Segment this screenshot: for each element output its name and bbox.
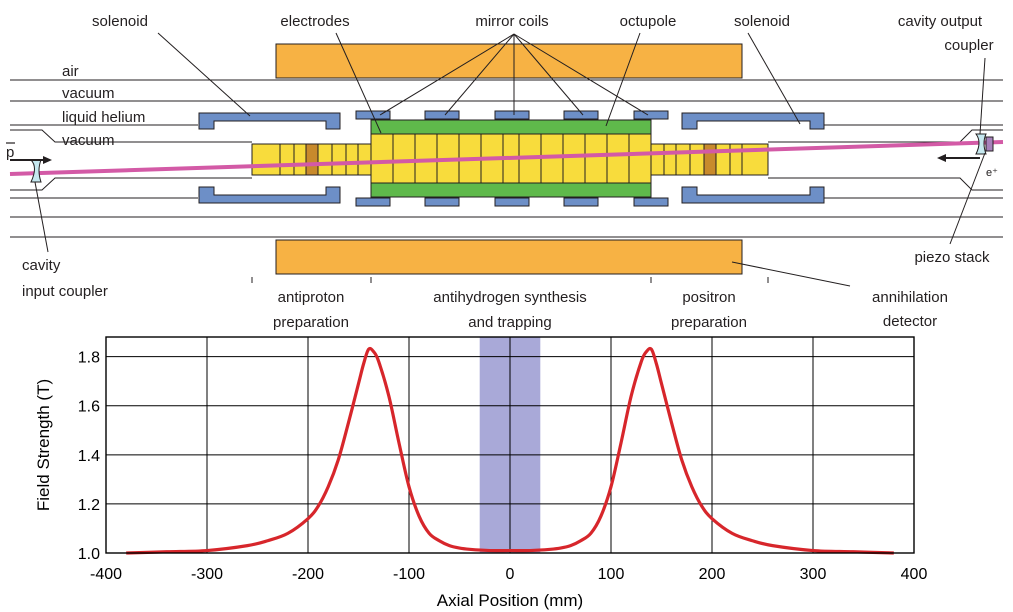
x-tick-label: -100 [393, 566, 425, 583]
y-tick-label: 1.8 [78, 350, 100, 367]
plot-grid [105, 337, 915, 554]
inner-solenoid-right-bottom [681, 186, 825, 204]
label-annihilation-2: detector [883, 313, 937, 330]
label-antiproton-2: preparation [273, 314, 349, 331]
laser-beam [9, 140, 1004, 176]
piezo-stack [985, 136, 994, 152]
label-pbar: p [6, 144, 14, 161]
label-cavity-output-1: cavity output [898, 13, 983, 30]
cavity-output-coupler [975, 133, 987, 155]
label-electrodes: electrodes [280, 13, 349, 30]
label-synthesis-1: antihydrogen synthesis [433, 289, 586, 306]
solenoid-bottom [275, 239, 743, 275]
label-piezo: piezo stack [914, 249, 990, 266]
label-octupole: octupole [620, 13, 677, 30]
layer-lines [10, 79, 1003, 238]
x-tick-label: -400 [90, 566, 122, 583]
cavity-input-coupler [29, 159, 42, 183]
label-cavity-input-1: cavity [22, 257, 61, 274]
section-brackets [251, 277, 769, 283]
x-axis-label: Axial Position (mm) [437, 591, 583, 610]
label-cavity-input-2: input coupler [22, 283, 108, 300]
label-mirror-coils: mirror coils [475, 13, 548, 30]
y-tick-label: 1.4 [78, 448, 100, 465]
y-tick-label: 1.0 [78, 546, 100, 563]
y-tick-labels: 1.0 1.2 1.4 1.6 1.8 [78, 350, 100, 563]
positron-arrow [937, 154, 980, 162]
label-positron-prep-1: positron [682, 289, 735, 306]
label-cavity-output-2: coupler [944, 37, 993, 54]
field-curve [126, 346, 894, 555]
inner-solenoid-left-top [198, 112, 341, 130]
label-annihilation-1: annihilation [872, 289, 948, 306]
x-tick-label: -200 [292, 566, 324, 583]
y-tick-label: 1.6 [78, 399, 100, 416]
label-vacuum-inner: vacuum [62, 132, 115, 149]
electrodes-left [251, 143, 372, 176]
inner-solenoid-right-top [681, 112, 825, 130]
label-liquid-helium: liquid helium [62, 109, 145, 126]
label-positron: e⁺ [986, 167, 998, 179]
x-tick-label: 300 [800, 566, 827, 583]
label-solenoid-left: solenoid [92, 13, 148, 30]
x-tick-label: 200 [699, 566, 726, 583]
label-solenoid-right: solenoid [734, 13, 790, 30]
label-positron-prep-2: preparation [671, 314, 747, 331]
x-tick-label: -300 [191, 566, 223, 583]
x-tick-label: 100 [598, 566, 625, 583]
antiproton-arrow [10, 156, 52, 164]
y-axis-label: Field Strength (T) [34, 379, 53, 511]
label-vacuum-top: vacuum [62, 85, 115, 102]
x-tick-labels: -400 -300 -200 -100 0 100 200 300 400 [90, 566, 927, 583]
inner-solenoid-left-bottom [198, 186, 341, 204]
leader-lines [34, 32, 986, 287]
plot-frame [105, 336, 915, 554]
apparatus-diagram: solenoid electrodes mirror coils octupol… [6, 13, 1004, 331]
label-synthesis-2: and trapping [468, 314, 551, 331]
x-tick-label: 400 [901, 566, 928, 583]
label-air: air [62, 63, 79, 80]
mirror-coils-bottom [355, 197, 669, 207]
y-tick-label: 1.2 [78, 497, 100, 514]
field-series-line [126, 346, 894, 555]
label-antiproton-1: antiproton [278, 289, 345, 306]
x-tick-label: 0 [506, 566, 515, 583]
